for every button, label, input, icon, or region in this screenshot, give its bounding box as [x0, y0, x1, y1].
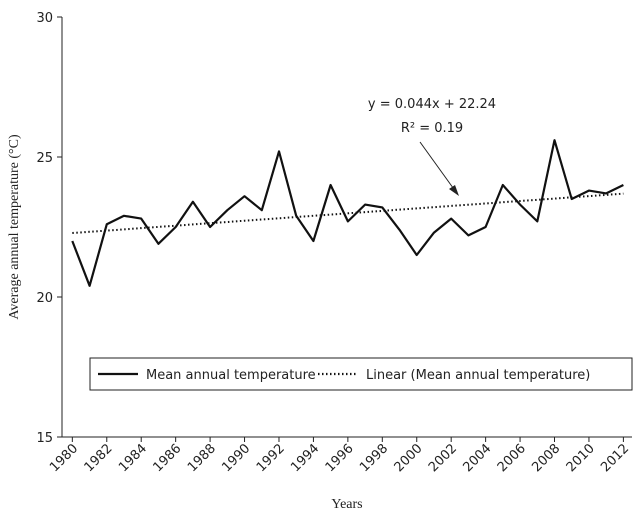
y-tick-label: 25 — [36, 151, 53, 166]
x-axis-title: Years — [331, 497, 362, 512]
x-tick-label: 2000 — [392, 441, 426, 475]
x-tick-label: 1982 — [82, 441, 116, 475]
x-tick-label: 1986 — [150, 441, 184, 475]
x-tick-label: 2010 — [564, 441, 598, 475]
trend-line — [72, 192, 624, 234]
x-tick-label: 1992 — [254, 441, 288, 475]
y-axis-title: Average annual temperature (°C) — [7, 134, 22, 320]
annotation: y = 0.044x + 22.24 — [368, 97, 496, 112]
x-tick-label: 1988 — [185, 441, 219, 475]
x-tick-label: 1990 — [219, 441, 253, 475]
x-tick-label: 2012 — [598, 441, 632, 475]
x-tick-label: 1998 — [357, 441, 391, 475]
x-tick-label: 2002 — [426, 441, 460, 475]
x-tick-label: 2008 — [529, 441, 563, 475]
y-tick-label: 20 — [36, 291, 53, 306]
annotation-arrow — [419, 141, 459, 196]
legend-label: Linear (Mean annual temperature) — [366, 368, 590, 383]
legend-label: Mean annual temperature — [146, 368, 316, 383]
legend-box — [89, 357, 633, 391]
x-tick-label: 1996 — [323, 441, 357, 475]
x-tick-label: 2004 — [460, 441, 494, 475]
x-tick-label: 1980 — [47, 441, 81, 475]
y-tick-label: 15 — [36, 431, 53, 446]
annotation: R² = 0.19 — [401, 121, 463, 136]
x-tick-label: 1984 — [116, 441, 150, 475]
legend: Mean annual temperature Linear (Mean annu… — [89, 357, 633, 391]
x-tick-label: 1994 — [288, 441, 322, 475]
y-tick-label: 30 — [36, 11, 53, 26]
x-tick-label: 2006 — [495, 441, 529, 475]
data-line — [71, 139, 624, 287]
